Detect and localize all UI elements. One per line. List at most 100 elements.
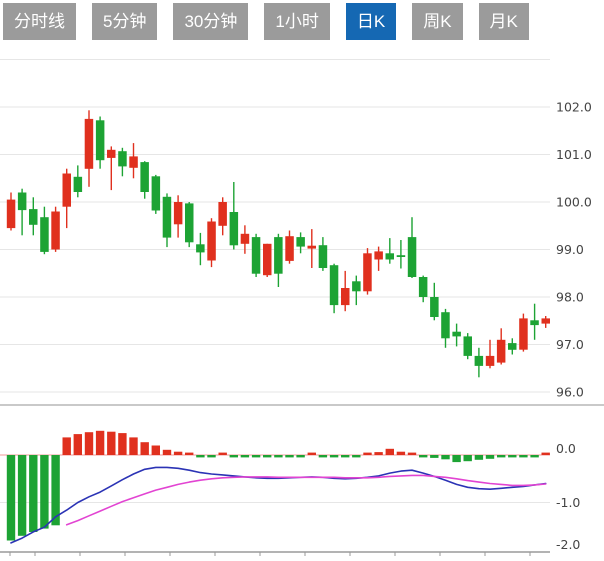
candle-body [173, 202, 183, 225]
macd-histogram-bar [51, 455, 60, 526]
macd-histogram-bar [6, 455, 16, 541]
macd-histogram-bar [29, 455, 38, 532]
macd-histogram-bar [118, 433, 127, 455]
candle-body [430, 297, 439, 317]
price-axis-label: 96.0 [556, 385, 584, 400]
macd-histogram-bar [73, 434, 82, 455]
candle-body [418, 277, 428, 297]
tab-周K[interactable]: 周K [412, 3, 463, 40]
macd-histogram-bar [352, 455, 361, 458]
candle-body [530, 320, 539, 326]
candle-body [396, 255, 406, 257]
candle-body [162, 196, 172, 238]
tab-分时线[interactable]: 分时线 [3, 3, 76, 40]
candle-body [541, 318, 550, 324]
candle-body [84, 118, 94, 169]
macd-histogram-bar [519, 455, 528, 458]
macd-axis-label: -2.0 [556, 537, 580, 552]
price-axis-label: 102.0 [556, 100, 592, 115]
macd-histogram-bar [541, 452, 550, 455]
macd-histogram-bar [229, 455, 238, 458]
candle-body [118, 151, 127, 167]
candle-body [329, 265, 339, 306]
macd-histogram-bar [329, 455, 339, 458]
macd-axis-label: -1.0 [556, 495, 580, 510]
macd-histogram-bar [40, 455, 49, 529]
candle-body [51, 211, 60, 250]
macd-histogram-bar [485, 455, 495, 459]
macd-histogram-bar [285, 455, 294, 458]
macd-histogram-bar [185, 452, 194, 455]
tab-1小时[interactable]: 1小时 [264, 3, 330, 40]
macd-histogram-bar [162, 449, 172, 455]
candle-body [385, 253, 394, 260]
macd-histogram-bar [341, 455, 350, 458]
candle-body [341, 288, 350, 306]
tab-30分钟[interactable]: 30分钟 [173, 3, 249, 40]
macd-histogram-bar [173, 451, 183, 455]
macd-histogram-bar [508, 455, 517, 458]
candle-body [129, 156, 138, 168]
candle-body [185, 203, 194, 243]
dea-line [65, 474, 547, 526]
dif-line [10, 466, 547, 544]
macd-histogram-bar [263, 455, 272, 458]
price-axis-label: 101.0 [556, 147, 592, 162]
price-axis-label: 99.0 [556, 242, 584, 257]
candle-body [285, 236, 294, 261]
candle-body [463, 336, 472, 356]
macd-histogram-bar [396, 451, 406, 455]
candle-body [251, 237, 261, 274]
candle-body [374, 251, 383, 260]
macd-histogram-bar [441, 455, 450, 460]
macd-histogram-bar [419, 455, 428, 458]
macd-histogram-bar [218, 452, 227, 455]
macd-histogram-bar [296, 455, 305, 458]
tab-5分钟[interactable]: 5分钟 [92, 3, 158, 40]
candle-body [17, 192, 27, 211]
macd-histogram-bar [474, 455, 484, 460]
candle-body [62, 173, 71, 207]
candle-body [363, 253, 372, 292]
candle-body [508, 343, 517, 350]
macd-histogram-bar [407, 452, 417, 455]
price-axis-label: 98.0 [556, 290, 584, 305]
macd-histogram-bar [463, 455, 472, 462]
candle-body [6, 199, 16, 229]
candle-body [107, 149, 116, 158]
candle-body [151, 176, 161, 211]
candle-body [73, 176, 83, 192]
tab-日K[interactable]: 日K [345, 3, 397, 40]
candle-body [263, 243, 272, 276]
macd-histogram-bar [151, 445, 160, 455]
candle-body [452, 331, 461, 337]
candle-body [229, 212, 239, 246]
candle-body [352, 281, 361, 292]
macd-histogram-bar [430, 455, 439, 458]
kline-chart: 102.0 101.0 100.0 99.0 98.0 97.0 96.0 0.0 -1.0 -2… [0, 45, 604, 561]
macd-histogram-bar [251, 455, 261, 458]
candle-body [40, 217, 49, 252]
candle-body [140, 162, 149, 192]
macd-histogram-bar [274, 455, 283, 458]
macd-histogram-bar [497, 455, 506, 458]
candle-body [441, 312, 450, 339]
price-axis-label: 97.0 [556, 337, 584, 352]
macd-axis-label: 0.0 [556, 441, 576, 456]
macd-histogram-bar [385, 448, 394, 455]
macd-histogram-bar [196, 455, 205, 458]
candle-body [29, 209, 38, 225]
macd-histogram-bar [530, 455, 539, 458]
macd-histogram-bar [240, 455, 250, 458]
candle-body [318, 245, 328, 268]
timeframe-tab-bar: 分时线 5分钟 30分钟 1小时 日K 周K 月K [0, 0, 604, 45]
candle-body [207, 221, 216, 261]
candle-body [485, 355, 495, 366]
macd-histogram-bar [207, 455, 216, 458]
macd-histogram-bar [129, 437, 138, 455]
macd-histogram-bar [452, 455, 461, 463]
macd-histogram-bar [363, 452, 372, 455]
candle-body [496, 339, 506, 363]
macd-histogram-bar [84, 432, 94, 455]
tab-月K[interactable]: 月K [478, 3, 529, 40]
